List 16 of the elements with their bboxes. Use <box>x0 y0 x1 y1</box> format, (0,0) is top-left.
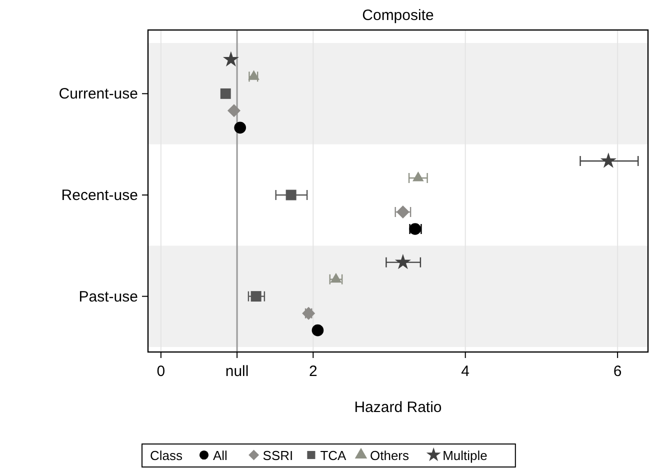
legend-label: Others <box>370 448 410 463</box>
legend-label: TCA <box>320 448 347 463</box>
x-tick-label: 0 <box>156 363 166 380</box>
x-tick-label: null <box>225 363 249 380</box>
x-axis-title: Hazard Ratio <box>354 399 442 416</box>
legend-title: Class <box>150 448 184 463</box>
x-tick-label: 4 <box>461 363 470 380</box>
y-tick-label: Recent-use <box>61 187 138 204</box>
y-tick-label: Past-use <box>78 288 138 306</box>
legend-label: All <box>213 448 228 463</box>
x-tick-label: 6 <box>613 363 622 380</box>
legend-label: Multiple <box>442 448 488 463</box>
x-tick-label: 2 <box>308 363 318 380</box>
legend-label: SSRI <box>262 448 294 463</box>
y-tick-label: Current-use <box>58 86 138 103</box>
chart-title: Composite <box>362 7 434 24</box>
